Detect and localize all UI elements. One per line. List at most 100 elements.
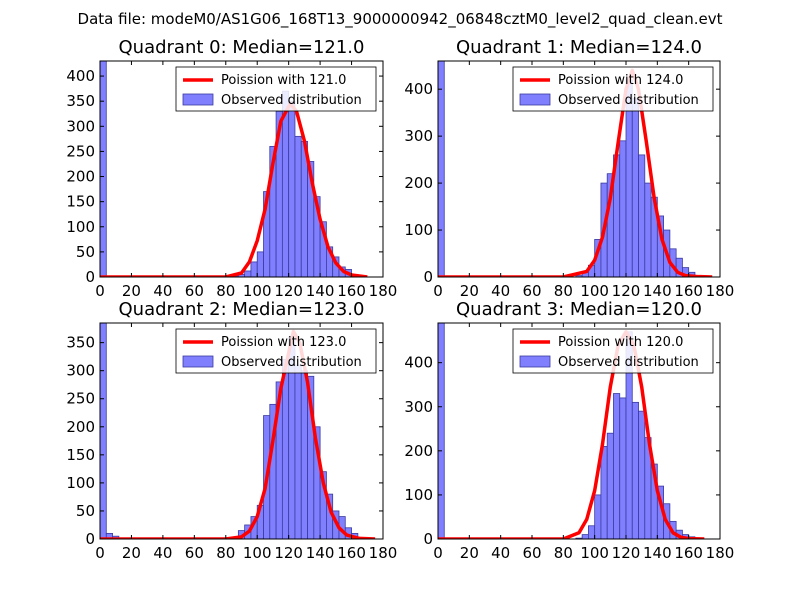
quadrant-1-title: Quadrant 1: Median=124.0 bbox=[456, 37, 702, 58]
quadrant-1-legend-bars-label: Observed distribution bbox=[558, 93, 699, 108]
quadrant-2-histogram-bar bbox=[100, 323, 107, 539]
quadrant-1-x-tick-label: 60 bbox=[522, 282, 541, 300]
quadrant-0-title: Quadrant 0: Median=121.0 bbox=[119, 37, 365, 58]
quadrant-2-y-tick-label: 350 bbox=[66, 334, 95, 352]
quadrant-1-x-tick-label: 20 bbox=[460, 282, 479, 300]
quadrant-3-histogram-bar bbox=[631, 401, 639, 539]
quadrant-0-x-tick-label: 180 bbox=[369, 282, 398, 300]
quadrant-2-histogram-bar bbox=[281, 359, 290, 539]
quadrant-3-histogram-bar bbox=[606, 432, 614, 539]
quadrant-3-legend-bars-label: Observed distribution bbox=[558, 355, 699, 370]
quadrant-3-histogram-bar bbox=[438, 323, 445, 539]
quadrant-2-y-tick-label: 100 bbox=[66, 474, 95, 492]
quadrant-2-y-tick-label: 0 bbox=[85, 530, 95, 548]
quadrant-3-histogram-bar bbox=[588, 525, 596, 539]
quadrant-0-histogram-bar bbox=[100, 61, 107, 277]
quadrant-1-histogram-bar bbox=[638, 154, 646, 277]
quadrant-2-y-tick-label: 250 bbox=[66, 390, 95, 408]
quadrant-0-x-tick-label: 140 bbox=[306, 282, 335, 300]
quadrant-3-x-tick-label: 160 bbox=[674, 544, 703, 562]
quadrant-3-x-tick-label: 100 bbox=[580, 544, 609, 562]
quadrant-2-x-tick-label: 180 bbox=[369, 544, 398, 562]
quadrant-3-histogram-bar bbox=[594, 494, 602, 539]
quadrant-1-histogram-bar bbox=[619, 140, 627, 277]
quadrant-0-y-tick-label: 150 bbox=[66, 193, 95, 211]
quadrant-0-x-tick-label: 100 bbox=[243, 282, 272, 300]
quadrant-3-plot-area bbox=[438, 323, 705, 539]
quadrant-3-panel: Quadrant 3: Median=120.00 20 40 60 80 100 120 1… bbox=[404, 299, 734, 562]
quadrant-2-legend: Poission with 123.0 Observed distribution bbox=[175, 328, 377, 374]
quadrant-0-y-tick-label: 400 bbox=[66, 67, 95, 85]
quadrant-0-x-tick-label: 160 bbox=[337, 282, 366, 300]
quadrant-2-panel: Quadrant 2: Median=123.00 20 40 60 80 100 120 1… bbox=[66, 299, 397, 562]
quadrant-3-histogram-bar bbox=[613, 393, 621, 539]
quadrant-0-x-tick-label: 40 bbox=[153, 282, 172, 300]
quadrant-0-y-tick-label: 350 bbox=[66, 92, 95, 110]
quadrant-3-x-tick-label: 120 bbox=[612, 544, 641, 562]
quadrant-1-x-tick-label: 0 bbox=[433, 282, 443, 300]
quadrant-2-x-tick-label: 100 bbox=[243, 544, 272, 562]
quadrant-0-x-tick-label: 0 bbox=[95, 282, 105, 300]
quadrant-3-histogram-bar bbox=[638, 410, 646, 539]
quadrant-0-y-tick-label: 0 bbox=[85, 268, 95, 286]
panels: Quadrant 0: Median=121.00 20 40 60 80 100 120 1… bbox=[66, 37, 734, 562]
quadrant-0-histogram-bar bbox=[244, 270, 252, 277]
quadrant-1-y-tick-label: 400 bbox=[404, 80, 433, 98]
quadrant-2-histogram-bar bbox=[300, 370, 308, 539]
quadrant-2-x-tick-label: 140 bbox=[306, 544, 335, 562]
quadrant-3-legend-curve-label: Poission with 120.0 bbox=[558, 335, 683, 350]
quadrant-1-x-tick-label: 120 bbox=[612, 282, 641, 300]
quadrant-3-legend: Poission with 120.0 Observed distribution bbox=[512, 328, 714, 374]
quadrant-3-title: Quadrant 3: Median=120.0 bbox=[456, 299, 702, 320]
quadrant-2-x-tick-label: 60 bbox=[185, 544, 204, 562]
quadrant-0-histogram-bar bbox=[256, 251, 264, 277]
quadrant-2-title: Quadrant 2: Median=123.0 bbox=[119, 299, 365, 320]
quadrant-1-y-tick-label: 100 bbox=[404, 221, 433, 239]
quadrant-0-legend: Poission with 121.0 Observed distribution bbox=[175, 66, 377, 112]
quadrant-3-axes-frame bbox=[437, 322, 721, 540]
quadrant-0-x-tick-label: 80 bbox=[216, 282, 235, 300]
quadrant-1-legend-curve-label: Poission with 124.0 bbox=[558, 73, 683, 88]
quadrant-1-histogram-bar bbox=[631, 98, 639, 277]
quadrant-1-y-tick-label: 200 bbox=[404, 174, 433, 192]
quadrant-2-y-tick-label: 150 bbox=[66, 446, 95, 464]
quadrant-3-x-tick-label: 140 bbox=[643, 544, 672, 562]
quadrant-3-y-tick-label: 300 bbox=[404, 398, 433, 416]
quadrant-1-y-tick-label: 300 bbox=[404, 127, 433, 145]
quadrant-2-histogram-bar bbox=[294, 364, 302, 539]
quadrant-3-x-tick-label: 60 bbox=[522, 544, 541, 562]
quadrant-2-x-tick-label: 40 bbox=[153, 544, 172, 562]
quadrant-3-y-tick-label: 0 bbox=[423, 530, 433, 548]
quadrant-2-legend-curve-label: Poission with 123.0 bbox=[221, 335, 346, 350]
quadrant-2-x-tick-label: 160 bbox=[337, 544, 366, 562]
quadrant-0-panel: Quadrant 0: Median=121.00 20 40 60 80 100 120 1… bbox=[66, 37, 397, 300]
quadrant-0-axes-frame bbox=[99, 60, 384, 278]
quadrant-2-x-tick-label: 20 bbox=[122, 544, 141, 562]
quadrant-1-x-tick-label: 140 bbox=[643, 282, 672, 300]
quadrant-2-legend-bars-label: Observed distribution bbox=[221, 355, 362, 370]
quadrant-3-histogram-bar bbox=[581, 534, 589, 539]
quadrant-3-y-tick-label: 400 bbox=[404, 354, 433, 372]
quadrant-2-x-tick-label: 0 bbox=[95, 544, 105, 562]
quadrant-2-y-tick-label: 50 bbox=[76, 502, 95, 520]
quadrant-0-plot-area bbox=[100, 61, 368, 277]
quadrant-0-x-tick-label: 60 bbox=[185, 282, 204, 300]
quadrant-1-x-tick-label: 180 bbox=[706, 282, 735, 300]
quadrant-1-legend-bars-swatch bbox=[519, 93, 551, 106]
quadrant-1-axes-frame bbox=[437, 60, 721, 278]
quadrant-1-legend: Poission with 124.0 Observed distribution bbox=[512, 66, 714, 112]
quadrant-3-x-tick-label: 0 bbox=[433, 544, 443, 562]
quadrant-3-x-tick-label: 40 bbox=[491, 544, 510, 562]
quadrant-3-histogram-bar bbox=[600, 446, 608, 539]
quadrant-0-y-tick-label: 200 bbox=[66, 168, 95, 186]
quadrant-2-poisson-curve bbox=[100, 329, 376, 539]
quadrant-2-axes-frame bbox=[99, 322, 384, 540]
quadrant-1-x-tick-label: 40 bbox=[491, 282, 510, 300]
quadrant-0-x-tick-label: 20 bbox=[122, 282, 141, 300]
quadrant-2-x-tick-label: 80 bbox=[216, 544, 235, 562]
quadrant-0-legend-curve-label: Poission with 121.0 bbox=[221, 73, 346, 88]
quadrant-0-legend-bars-label: Observed distribution bbox=[221, 93, 362, 108]
quadrant-3-x-tick-label: 180 bbox=[706, 544, 735, 562]
quadrant-0-y-tick-label: 250 bbox=[66, 142, 95, 160]
